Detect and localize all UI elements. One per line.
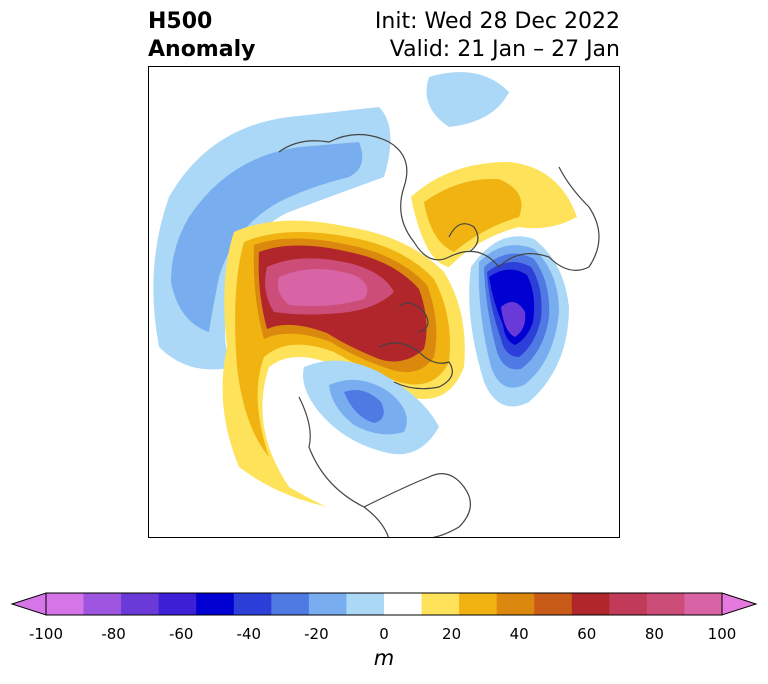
colorbar-tick-label: -80 — [101, 625, 126, 643]
anomaly-map-svg — [153, 72, 600, 537]
colorbar-unit: m — [373, 646, 395, 670]
colorbar-segment — [684, 593, 723, 615]
colorbar-segment — [496, 593, 535, 615]
colorbar-tick-label: -100 — [28, 625, 64, 643]
colorbar-segment — [571, 593, 610, 615]
colorbar-extend-min — [10, 592, 47, 616]
colorbar-segment — [609, 593, 648, 615]
colorbar-tick-label: 40 — [509, 625, 529, 643]
colorbar-tick-label: -40 — [236, 625, 262, 643]
neg-anomaly-north-america-l3 — [344, 389, 384, 423]
colorbar-segment — [121, 593, 160, 615]
colorbar-tick-label: 60 — [577, 625, 597, 643]
pos-anomaly-arctic-ridge-l6 — [277, 268, 368, 307]
colorbar-segment — [421, 593, 460, 615]
colorbar-segment — [158, 593, 197, 615]
colorbar-segment — [534, 593, 573, 615]
field-type: Anomaly — [148, 37, 256, 62]
colorbar-segments — [46, 593, 723, 615]
colorbar-segment — [83, 593, 122, 615]
colorbar-segment — [308, 593, 347, 615]
pos-anomaly-europe-core — [424, 178, 522, 252]
colorbar-tick-label: -60 — [168, 625, 194, 643]
colorbar-segment — [271, 593, 310, 615]
colorbar-segment — [346, 593, 385, 615]
colorbar-segment — [384, 593, 423, 615]
colorbar-tick-label: 80 — [644, 625, 664, 643]
colorbar-tick-label: -20 — [304, 625, 329, 643]
colorbar-outline — [45, 592, 723, 616]
coastlines — [278, 133, 600, 537]
colorbar-segment — [196, 593, 235, 615]
colorbar-segment — [46, 593, 85, 615]
colorbar-extend-max — [721, 592, 758, 616]
field-name: H500 — [148, 9, 213, 34]
colorbar-segment — [459, 593, 498, 615]
colorbar-segment — [646, 593, 685, 615]
colorbar — [10, 592, 758, 616]
neg-anomaly-europe-trough-core — [501, 302, 526, 337]
colorbar-tick-label: 20 — [442, 625, 462, 643]
colorbar-tick-label: 100 — [707, 625, 737, 643]
neg-anomaly-north-top — [426, 72, 509, 127]
anomaly-map — [148, 66, 620, 538]
colorbar-segment — [233, 593, 272, 615]
colorbar-tick-label: 0 — [379, 625, 389, 643]
init-time: Init: Wed 28 Dec 2022 — [374, 9, 620, 34]
neg-anomaly-asia-pacific-core — [171, 142, 363, 332]
valid-period: Valid: 21 Jan – 27 Jan — [389, 37, 620, 62]
map-title-right: Init: Wed 28 Dec 2022 Valid: 21 Jan – 27… — [375, 8, 620, 64]
map-title-left: H500 Anomaly — [148, 8, 255, 64]
